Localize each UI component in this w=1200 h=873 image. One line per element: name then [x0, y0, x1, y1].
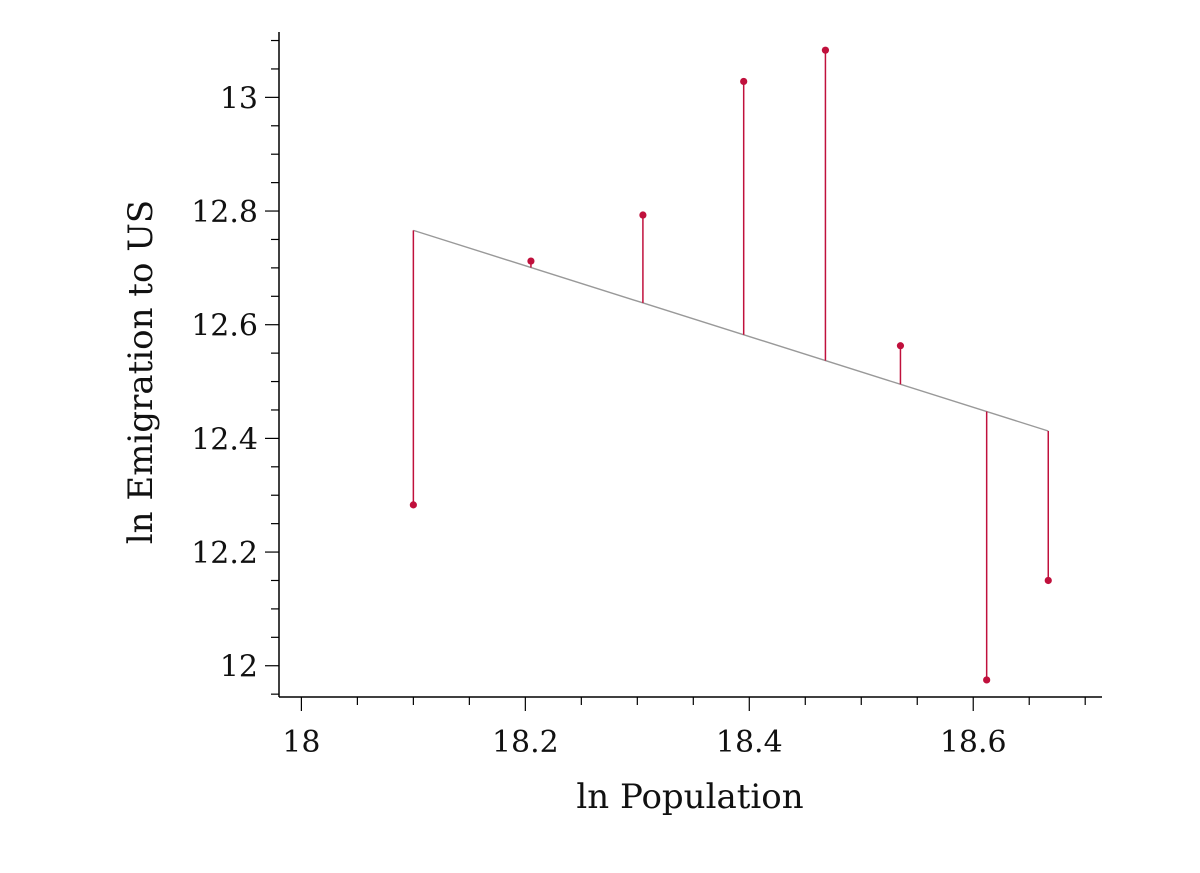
tick-labels: 18 18.2 18.4 18.6 12 12.2 12.4 12.6 12.8 13 — [191, 81, 1006, 760]
data-point — [409, 501, 417, 509]
y-tick-label: 12 — [220, 650, 258, 685]
data-point — [983, 676, 991, 684]
y-tick-label: 12.2 — [191, 536, 258, 571]
y-tick-label: 13 — [220, 81, 258, 116]
data-point — [527, 257, 535, 265]
x-tick-label: 18 — [282, 725, 320, 760]
data-point — [896, 342, 905, 350]
data-point — [740, 77, 748, 86]
x-axis-title: ln Population — [576, 777, 803, 817]
data-point — [821, 46, 830, 54]
x-tick-label: 18.4 — [716, 725, 783, 760]
x-tick-label: 18.6 — [940, 725, 1007, 760]
y-axis-title: ln Emigration to US — [121, 200, 161, 544]
fit-line — [413, 229, 1049, 432]
axes — [265, 32, 1102, 711]
data-point — [1044, 576, 1052, 585]
residual-lines — [412, 50, 1050, 680]
y-tick-label: 12.4 — [191, 422, 258, 457]
x-tick-label: 18.2 — [492, 725, 559, 760]
y-tick-label: 12.6 — [191, 309, 258, 344]
y-tick-label: 12.8 — [191, 195, 258, 230]
fit-line-layer — [413, 229, 1049, 432]
data-points — [409, 46, 1052, 684]
data-point — [639, 211, 647, 219]
